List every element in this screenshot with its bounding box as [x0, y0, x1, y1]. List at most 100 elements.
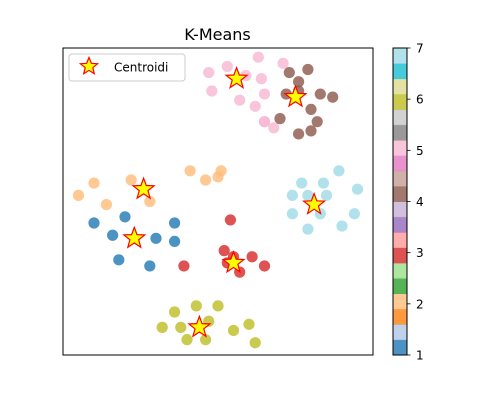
cluster-5-point: [258, 116, 271, 128]
scatter-points: [72, 51, 364, 349]
centroid-star-3: [224, 65, 249, 89]
colorbar-segment: [393, 94, 407, 110]
colorbar-ticks: 1 2 3 4 5 6 7: [407, 42, 424, 363]
cluster-3-point: [336, 220, 348, 232]
cluster-4-point: [156, 321, 168, 333]
colorbar-segment: [393, 339, 407, 356]
legend-label-centroidi: Centroidi: [114, 61, 168, 75]
centroid-star-4: [283, 84, 308, 108]
cluster-5-point: [221, 60, 233, 73]
colorbar-segment: [393, 216, 407, 233]
colorbar-segment: [393, 262, 407, 279]
centroid-star-7: [187, 314, 212, 338]
cluster-6-point: [311, 116, 323, 128]
cluster-1-point: [200, 174, 212, 186]
centroid-star-1: [131, 176, 156, 200]
centroid-star-6: [301, 191, 327, 215]
colorbar-tick-label: 1: [416, 349, 424, 363]
cluster-6-point: [293, 76, 305, 88]
cluster-2-point: [258, 260, 271, 272]
cluster-6-point: [314, 88, 326, 100]
colorbar-segment: [393, 124, 407, 141]
colorbar: 1 2 3 4 5 6 7: [392, 42, 424, 363]
colorbar-segment: [393, 232, 407, 248]
cluster-4-point: [200, 334, 212, 346]
cluster-5-point: [249, 100, 261, 112]
cluster-1-point: [72, 189, 85, 201]
cluster-3-point: [302, 223, 314, 235]
cluster-5-point: [277, 57, 289, 69]
colorbar-segment: [393, 293, 407, 310]
cluster-0-point: [169, 217, 181, 229]
cluster-3-point: [302, 189, 314, 201]
cluster-6-point: [305, 125, 317, 137]
cluster-2-point: [246, 251, 258, 263]
cluster-5-point: [252, 51, 264, 63]
cluster-0-point: [88, 217, 100, 229]
cluster-6-point: [305, 103, 317, 115]
cluster-3-point: [351, 183, 364, 195]
colorbar-tick-label: 7: [416, 42, 424, 56]
colorbar-segment: [393, 63, 407, 80]
cluster-4-point: [249, 337, 261, 349]
cluster-4-point: [227, 324, 240, 337]
cluster-3-point: [286, 189, 298, 201]
plot-area-frame: [62, 47, 374, 356]
colorbar-tick-label: 4: [416, 195, 424, 209]
cluster-5-point: [268, 122, 280, 134]
cluster-6-point: [327, 91, 339, 103]
cluster-3-point: [333, 165, 345, 177]
cluster-3-point: [286, 208, 298, 220]
colorbar-segment: [393, 186, 407, 202]
cluster-5-point: [206, 85, 218, 97]
cluster-4-point: [169, 306, 181, 318]
colorbar-segment: [393, 155, 407, 172]
cluster-0-point: [119, 211, 131, 223]
cluster-3-point: [320, 189, 333, 201]
colorbar-segment: [393, 278, 407, 294]
colorbar-segment: [393, 109, 407, 126]
cluster-3-point: [296, 177, 308, 189]
cluster-4-point: [243, 318, 255, 330]
cluster-1-point: [88, 177, 100, 189]
cluster-4-point: [175, 321, 187, 333]
legend-centroid-star-icon: [78, 55, 100, 75]
cluster-5-point: [203, 66, 215, 79]
centroid-markers: [122, 65, 327, 338]
colorbar-segment: [393, 247, 407, 264]
legend-box: [68, 53, 186, 82]
cluster-5-point: [234, 94, 246, 106]
colorbar-segment: [393, 170, 407, 187]
cluster-3-point: [317, 177, 329, 189]
cluster-2-point: [218, 245, 230, 257]
cluster-0-point: [144, 260, 156, 272]
cluster-5-point: [255, 73, 267, 85]
cluster-3-point: [348, 208, 360, 220]
colorbar-segment: [393, 48, 407, 64]
cluster-1-point: [215, 165, 227, 177]
cluster-4-point: [212, 300, 224, 312]
colorbar-segment: [393, 140, 407, 156]
cluster-6-point: [283, 66, 295, 79]
cluster-5-point: [258, 88, 271, 100]
colorbar-tick-label: 3: [416, 246, 424, 260]
centroid-star-5: [221, 250, 246, 274]
cluster-1-point: [125, 174, 137, 186]
centroid-star-2: [122, 225, 147, 249]
legend: Centroidi: [68, 53, 186, 82]
colorbar-tick-label: 6: [416, 93, 424, 107]
cluster-1-point: [184, 165, 196, 177]
colorbar-segment: [393, 308, 407, 325]
cluster-6-point: [293, 128, 305, 140]
cluster-0-point: [107, 229, 119, 241]
colorbar-segment: [393, 201, 407, 218]
colorbar-segment: [393, 324, 407, 341]
cluster-0-point: [150, 232, 162, 244]
cluster-4-point: [190, 300, 202, 312]
cluster-2-point: [178, 260, 190, 272]
cluster-1-point: [100, 198, 112, 211]
cluster-0-point: [113, 254, 125, 266]
cluster-0-point: [169, 235, 181, 248]
cluster-2-point: [224, 214, 236, 226]
